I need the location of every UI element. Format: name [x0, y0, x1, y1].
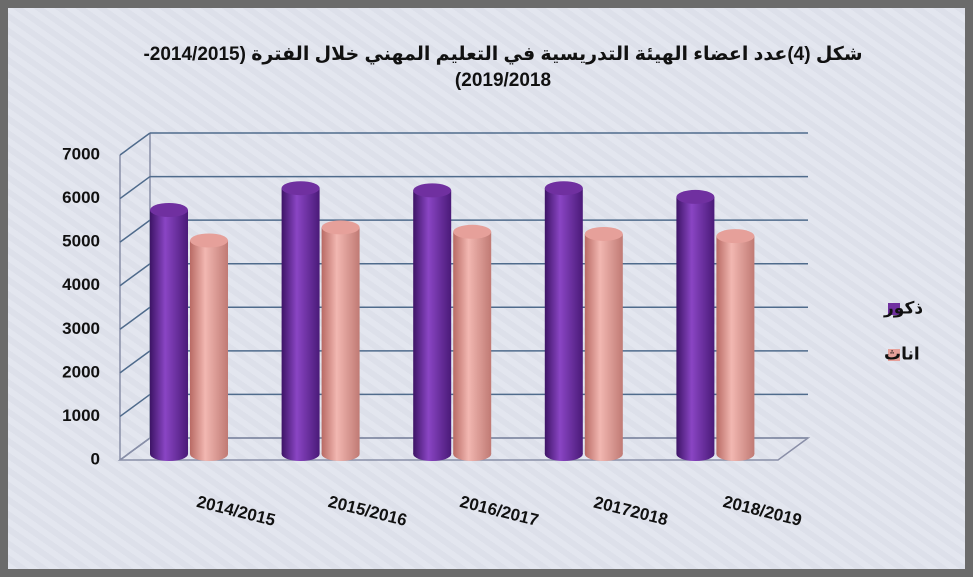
x-tick-label: 20172018 [592, 493, 670, 530]
bar [676, 196, 715, 454]
y-tick-label: 5000 [62, 232, 100, 251]
bar-top [716, 229, 755, 244]
legend-swatch [888, 349, 900, 361]
grid-line-side [119, 306, 151, 330]
legend-label: ذكور [883, 298, 923, 318]
bar-top [281, 181, 320, 196]
bar [190, 240, 228, 454]
bar [321, 227, 360, 454]
grid-line-side [119, 219, 151, 243]
grid-line-side [119, 175, 151, 200]
bar-top [584, 226, 623, 241]
bar-top [676, 189, 715, 204]
grid-line-side [119, 350, 151, 374]
y-tick-label: 6000 [62, 188, 100, 207]
bar-top [544, 181, 583, 196]
y-tick-label: 7000 [62, 144, 100, 163]
y-tick-label: 0 [91, 449, 100, 468]
legend-swatch [888, 303, 900, 315]
y-tick-label: 1000 [62, 406, 100, 425]
bar [281, 188, 320, 454]
grid-line-side [119, 393, 151, 418]
x-tick-label: 2018/2019 [721, 492, 804, 530]
bar [453, 231, 492, 454]
bar [716, 236, 755, 454]
bar [584, 233, 623, 454]
grid-line-side [119, 263, 151, 287]
bar [150, 210, 188, 454]
bar [544, 188, 583, 454]
bar-top [321, 220, 360, 235]
bar-top [413, 183, 452, 198]
y-tick-label: 2000 [62, 362, 100, 381]
x-tick-label: 2016/2017 [458, 492, 541, 530]
y-tick-label: 4000 [62, 275, 100, 294]
bar-top [453, 224, 492, 239]
bar [413, 190, 452, 454]
grid-line-side [119, 132, 151, 156]
bar-top [190, 233, 228, 248]
x-tick-label: 2015/2016 [326, 492, 409, 530]
legend-label: اناث [884, 344, 920, 363]
chart-title: شكل (4)عدد اعضاء الهيئة التدريسية في الت… [143, 44, 863, 91]
y-tick-label: 3000 [62, 319, 100, 338]
bar-top [150, 203, 188, 217]
x-tick-label: 2014/2015 [195, 492, 278, 530]
